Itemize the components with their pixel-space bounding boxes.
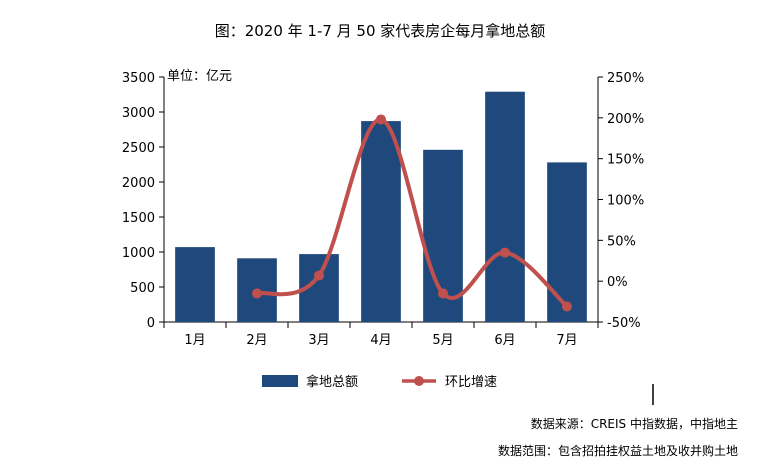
left-tick-label: 0	[147, 316, 155, 331]
bar	[361, 121, 401, 322]
x-tick-label: 6月	[494, 333, 515, 348]
x-tick-label: 5月	[432, 333, 453, 348]
right-tick-label: 0%	[607, 275, 628, 290]
left-tick-label: 3000	[122, 106, 155, 121]
bar-series	[175, 91, 587, 322]
legend-bar-swatch	[262, 375, 298, 387]
x-tick-label: 2月	[246, 333, 267, 348]
legend-line-label: 环比增速	[445, 375, 497, 390]
line-point	[500, 247, 510, 258]
line-point	[376, 114, 386, 125]
left-tick-label: 2000	[122, 176, 155, 191]
x-axis-ticks: 1月 2月 3月 4月 5月 6月 7月	[163, 322, 599, 348]
right-tick-label: 100%	[607, 194, 644, 209]
x-tick-label: 7月	[556, 333, 577, 348]
right-tick-label: 250%	[607, 71, 644, 86]
x-tick-label: 4月	[370, 333, 391, 348]
x-tick-label: 3月	[308, 333, 329, 348]
left-axis-ticks: 0 500 1000 1500 2000 2500 3000 3500	[122, 71, 164, 331]
left-tick-label: 500	[130, 281, 155, 296]
right-tick-label: 50%	[607, 234, 636, 249]
left-tick-label: 1000	[122, 246, 155, 261]
legend-line-marker	[414, 376, 424, 386]
bar	[547, 162, 587, 322]
bar	[175, 247, 215, 322]
right-tick-label: 200%	[607, 112, 644, 127]
line-point	[562, 301, 572, 312]
right-tick-label: 150%	[607, 153, 644, 168]
left-tick-label: 3500	[122, 71, 155, 86]
scope-note: 数据范围：包含招拍挂权益土地及收并购土地	[498, 443, 738, 458]
line-point	[252, 288, 262, 299]
right-tick-label: -50%	[607, 316, 641, 331]
line-point	[314, 270, 324, 281]
x-tick-label: 1月	[184, 333, 205, 348]
legend-bar-label: 拿地总额	[306, 374, 358, 390]
chart-title: 图：2020 年 1-7 月 50 家代表房企每月拿地总额	[215, 22, 546, 40]
legend: 拿地总额 环比增速	[262, 374, 497, 390]
source-note: 数据来源：CREIS 中指数据，中指地主	[531, 416, 738, 431]
bar	[485, 91, 525, 322]
left-tick-label: 1500	[122, 211, 155, 226]
line-point	[438, 288, 448, 299]
left-tick-label: 2500	[122, 141, 155, 156]
right-axis-ticks: -50% 0% 50% 100% 150% 200% 250%	[598, 71, 644, 331]
unit-label: 单位：亿元	[167, 69, 232, 84]
line-series	[252, 114, 572, 312]
